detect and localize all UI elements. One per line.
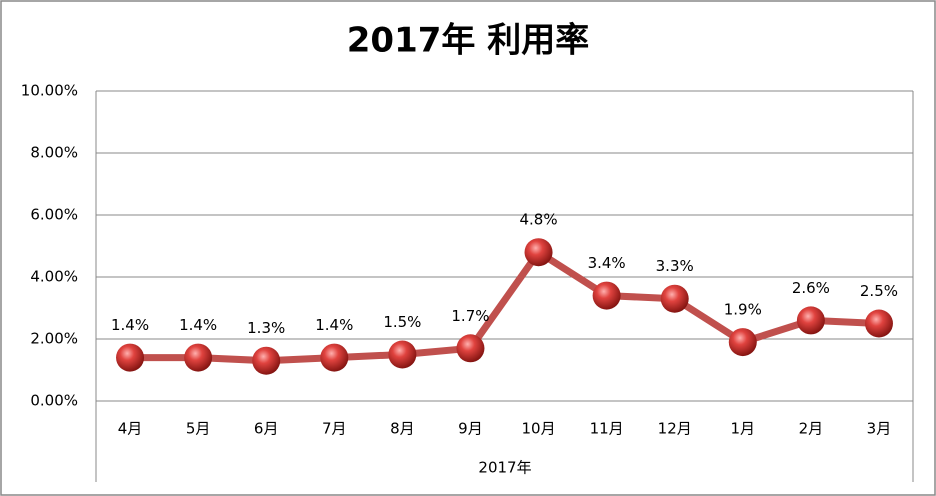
x-axis-title: 2017年 — [478, 459, 531, 477]
data-label: 1.4% — [111, 316, 149, 334]
x-tick-label: 9月 — [458, 420, 483, 438]
x-tick-label: 3月 — [867, 420, 892, 438]
y-tick-label: 2.00% — [30, 330, 78, 348]
data-point — [252, 346, 281, 375]
chart-title: 2017年 利用率 — [347, 21, 589, 61]
data-point — [592, 281, 621, 310]
x-tick-label: 6月 — [254, 420, 279, 438]
data-point — [864, 309, 893, 338]
x-tick-label: 8月 — [390, 420, 415, 438]
data-label: 3.4% — [588, 254, 626, 272]
y-tick-label: 10.00% — [21, 82, 78, 100]
x-tick-label: 7月 — [322, 420, 347, 438]
data-label: 2.6% — [792, 279, 830, 297]
data-point — [796, 306, 825, 335]
data-label: 2.5% — [860, 282, 898, 300]
data-point — [524, 238, 553, 267]
data-point — [728, 328, 757, 357]
x-tick-label: 1月 — [731, 420, 756, 438]
data-point — [116, 343, 145, 372]
y-tick-label: 6.00% — [30, 206, 78, 224]
x-tick-label: 2月 — [799, 420, 824, 438]
data-label: 4.8% — [519, 211, 557, 229]
data-point — [660, 284, 689, 313]
data-label: 1.4% — [179, 316, 217, 334]
data-point — [320, 343, 349, 372]
data-point — [456, 334, 485, 363]
y-tick-label: 4.00% — [30, 268, 78, 286]
x-tick-label: 10月 — [521, 420, 555, 438]
y-tick-label: 8.00% — [30, 144, 78, 162]
x-tick-label: 11月 — [590, 420, 624, 438]
data-label: 1.9% — [724, 301, 762, 319]
data-point — [388, 340, 417, 369]
data-label: 1.4% — [315, 316, 353, 334]
x-tick-label: 12月 — [658, 420, 692, 438]
data-point — [184, 343, 213, 372]
y-tick-label: 0.00% — [30, 392, 78, 410]
data-label: 1.5% — [383, 313, 421, 331]
data-label: 1.7% — [451, 307, 489, 325]
x-tick-label: 4月 — [118, 420, 143, 438]
data-label: 3.3% — [656, 257, 694, 275]
data-label: 1.3% — [247, 319, 285, 337]
x-tick-label: 5月 — [186, 420, 211, 438]
